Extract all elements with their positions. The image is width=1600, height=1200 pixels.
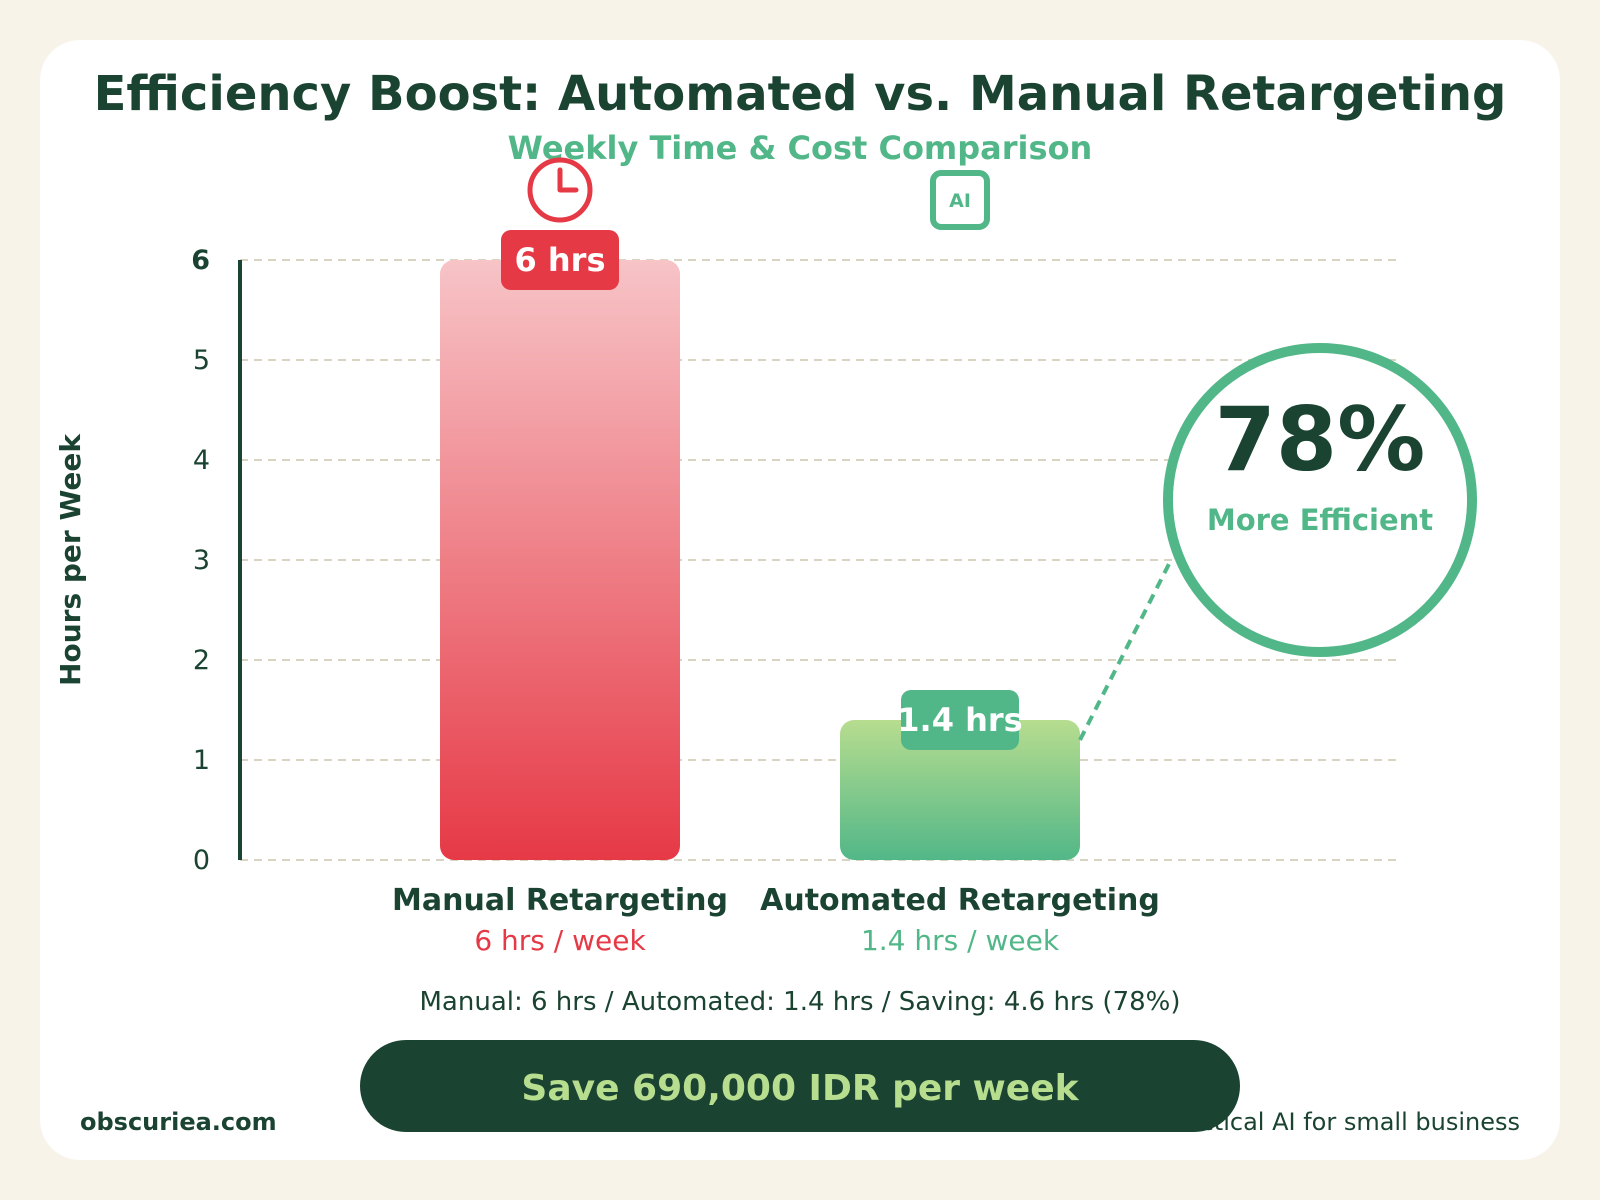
ai-chip-icon: AI (930, 170, 990, 230)
ai-icon-text: AI (949, 190, 971, 212)
chart-subtitle: Weekly Time & Cost Comparison (508, 129, 1093, 167)
y-tick-label: 4 (193, 445, 210, 476)
bar-group: 6 hrs Manual Retargeting 6 hrs / week (392, 157, 728, 957)
bar-value-label: 6 hrs (514, 241, 605, 279)
summary-text: Manual: 6 hrs / Automated: 1.4 hrs / Sav… (420, 987, 1181, 1017)
bar (840, 720, 1080, 860)
bar (440, 260, 680, 860)
callout-connector (1078, 557, 1174, 741)
y-tick-label: 2 (193, 645, 210, 676)
bar-value-label: 1.4 hrs (897, 701, 1022, 739)
category-sublabel: 6 hrs / week (474, 924, 646, 957)
clock-icon (527, 157, 593, 223)
y-tick-label: 0 (193, 845, 210, 876)
category-label: Automated Retargeting (760, 883, 1160, 918)
footer-site: obscuriea.com (80, 1108, 277, 1136)
y-tick-label: 1 (193, 745, 210, 776)
category-label: Manual Retargeting (392, 883, 728, 918)
y-tick-label: 3 (193, 545, 210, 576)
y-axis-label: Hours per Week (54, 433, 87, 686)
y-tick-label: 6 (191, 245, 210, 276)
efficiency-callout-circle (1163, 343, 1477, 657)
savings-banner-text: Save 690,000 IDR per week (521, 1068, 1079, 1109)
y-axis-ticks: 0 1 2 3 4 5 6 (191, 245, 210, 876)
category-sublabel: 1.4 hrs / week (861, 924, 1060, 957)
chart-title: Efficiency Boost: Automated vs. Manual R… (94, 66, 1507, 122)
efficiency-text: More Efficient (1207, 503, 1433, 537)
value-badge (901, 690, 1019, 750)
bar-group: 1.4 hrs Automated Retargeting 1.4 hrs / we… (760, 170, 1160, 957)
efficiency-percent: 78% (1215, 388, 1426, 491)
savings-banner (360, 1040, 1240, 1132)
y-tick-label: 5 (193, 345, 210, 376)
bars: 6 hrs Manual Retargeting 6 hrs / week 1.4 h… (392, 157, 1160, 957)
value-badge (501, 230, 619, 290)
